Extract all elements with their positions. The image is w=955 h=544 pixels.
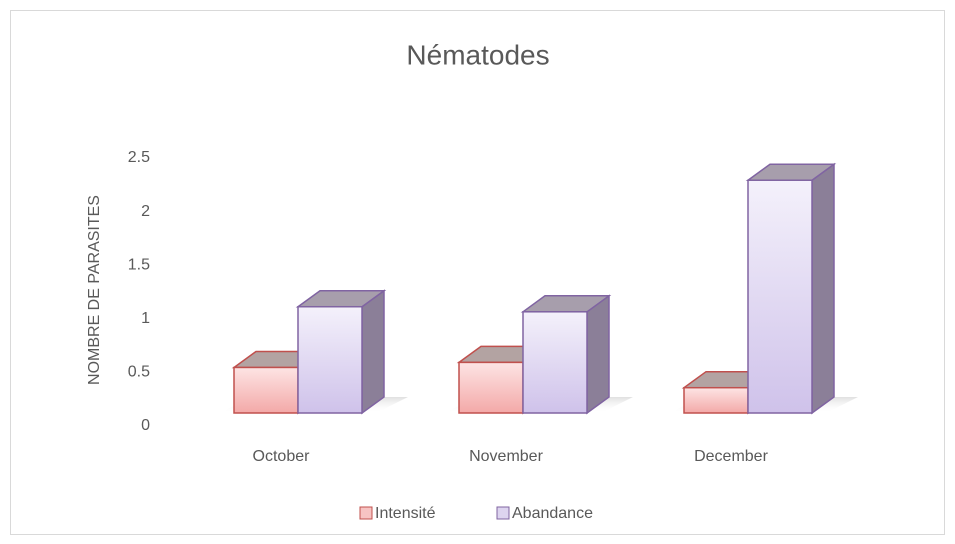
y-tick-label: 2.5 — [128, 149, 150, 166]
y-axis-title: NOMBRE DE PARASITES — [86, 195, 103, 385]
legend-swatch — [359, 506, 373, 520]
x-tick-label: December — [694, 448, 768, 465]
bar — [745, 162, 837, 415]
legend-label: Abandance — [512, 505, 593, 522]
x-tick-label: November — [469, 448, 543, 465]
legend-swatch — [496, 506, 510, 520]
bar-front — [522, 311, 588, 414]
bar-front — [747, 179, 813, 414]
bar-front — [683, 386, 749, 414]
bar-side — [811, 162, 835, 415]
y-tick-label: 0 — [141, 417, 150, 434]
legend-label: Intensité — [375, 505, 436, 522]
y-tick-label: 2 — [141, 203, 150, 220]
y-tick-label: 0.5 — [128, 364, 150, 381]
bar-side — [361, 289, 385, 415]
chart-title: Nématodes — [406, 39, 549, 70]
bar-front — [233, 366, 299, 414]
x-tick-label: October — [253, 448, 311, 465]
bar-front — [458, 361, 524, 414]
bar-front — [297, 305, 363, 414]
bar-side — [586, 294, 610, 415]
bar — [295, 289, 387, 415]
y-tick-label: 1 — [141, 310, 150, 327]
y-tick-label: 1.5 — [128, 256, 150, 273]
bar — [520, 294, 612, 415]
